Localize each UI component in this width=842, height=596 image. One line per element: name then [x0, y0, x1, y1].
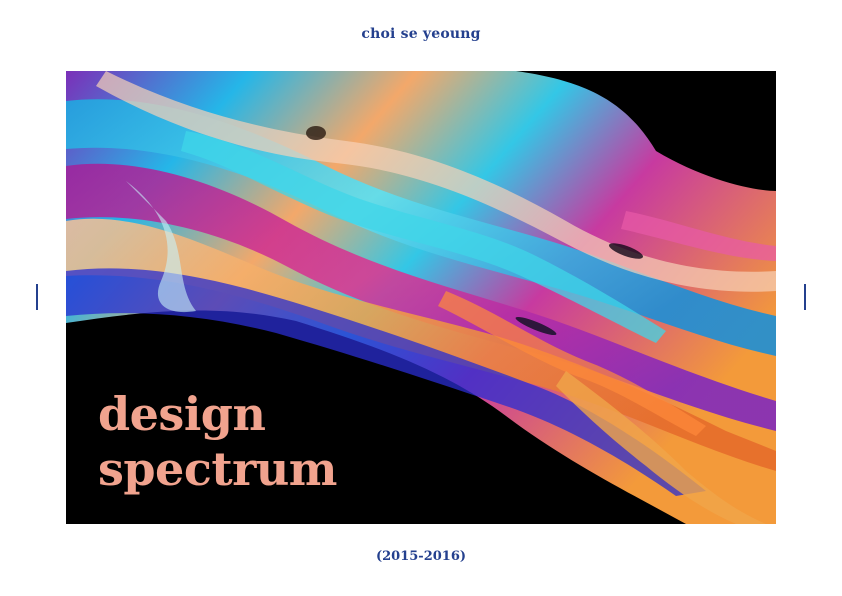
title-line-design: design: [98, 387, 266, 441]
author-name: choi se yeoung: [361, 26, 481, 42]
cover-artwork: design spectrum: [66, 71, 776, 524]
fluid-marbling-artwork: [66, 71, 776, 524]
year-range: (2015-2016): [375, 549, 467, 564]
right-edge-mark: [804, 284, 806, 310]
left-edge-mark: [36, 284, 38, 310]
cover-title: design spectrum: [98, 387, 337, 497]
title-line-spectrum: spectrum: [98, 442, 337, 496]
